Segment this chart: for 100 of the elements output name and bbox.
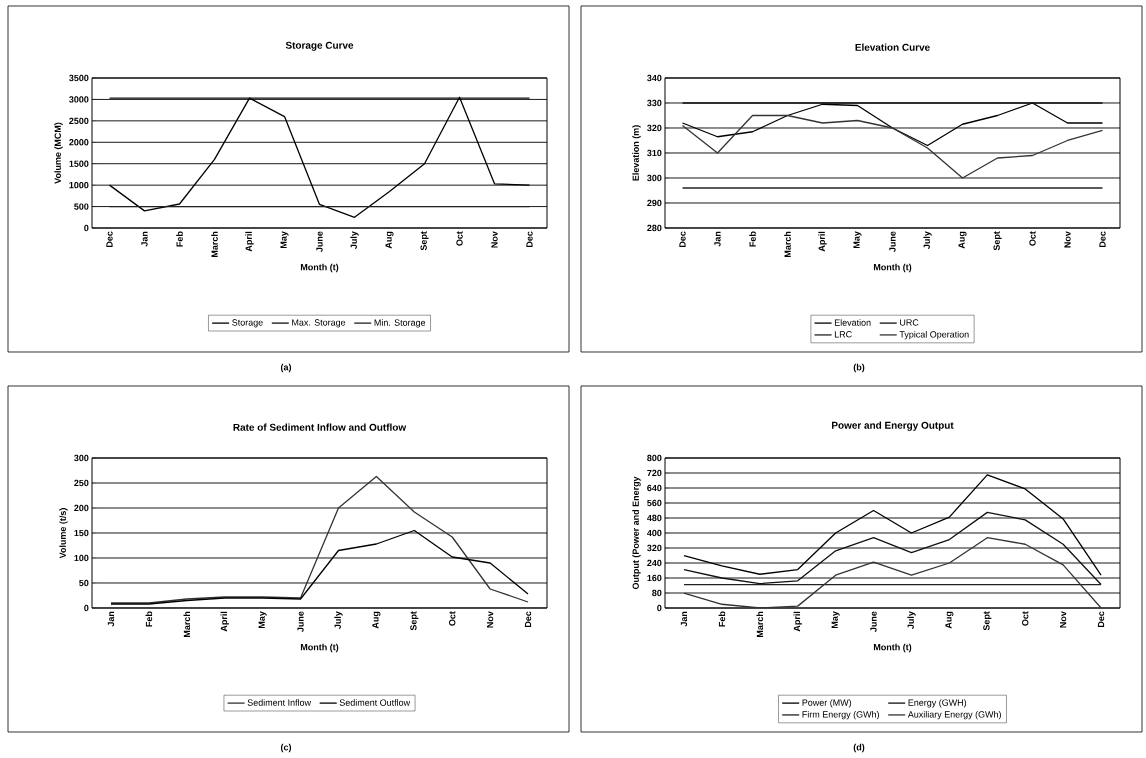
text: (a) <box>280 363 292 373</box>
x-tick-label: April <box>245 231 254 252</box>
x-tick-label: Oct <box>1022 611 1029 626</box>
x-tick-label: Dec <box>1097 611 1105 628</box>
y-tick-label: 500 <box>74 203 89 210</box>
y-tick-label: 280 <box>647 224 662 232</box>
y-tick-label: 3000 <box>69 96 89 103</box>
y-tick-label: 250 <box>74 479 89 487</box>
x-tick-label: March <box>756 611 764 638</box>
y-tick-label: 300 <box>74 454 89 462</box>
text: (c) <box>280 743 292 753</box>
x-tick-label: Jan <box>107 611 115 627</box>
x-tick-label: April <box>220 611 229 632</box>
x-tick-label: Jan <box>141 231 148 247</box>
y-tick-label: 400 <box>647 529 662 537</box>
y-tick-label: 340 <box>647 74 662 82</box>
x-tick-label: Oct <box>449 611 456 626</box>
x-tick-label: Aug <box>385 231 394 249</box>
y-tick-label: 1500 <box>69 160 89 167</box>
x-tick-label: April <box>818 231 827 252</box>
chart-title: Rate of Sediment Inflow and Outflow <box>233 423 407 431</box>
x-tick-label: Sept <box>983 611 992 631</box>
x-tick-label: Feb <box>749 231 756 247</box>
text: (b) <box>853 363 865 373</box>
chart-title: Storage Curve <box>285 41 354 51</box>
x-axis-title: Month (t) <box>873 263 912 273</box>
x-tick-label: March <box>183 611 191 637</box>
legend-label: Max. Storage <box>292 319 346 328</box>
y-tick-label: 290 <box>647 199 662 207</box>
y-tick-label: 2000 <box>69 139 89 146</box>
y-tick-label: 100 <box>74 554 89 562</box>
x-tick-label: May <box>853 231 862 249</box>
x-tick-label: Nov <box>491 231 498 248</box>
x-tick-label: July <box>334 611 343 629</box>
x-axis-title: Month (t) <box>300 263 339 273</box>
chart-title: Elevation Curve <box>855 43 930 51</box>
legend-label: LRC <box>834 331 852 338</box>
y-tick-label: 320 <box>647 124 662 132</box>
x-tick-label: March <box>211 231 218 257</box>
x-tick-label: Dec <box>1099 231 1106 248</box>
x-tick-label: Feb <box>176 231 183 247</box>
x-tick-label: June <box>316 231 323 252</box>
y-tick-label: 0 <box>84 224 89 232</box>
x-tick-label: June <box>297 611 304 632</box>
x-tick-label: March <box>784 231 791 257</box>
legend-label: Typical Operation <box>899 331 969 340</box>
x-tick-label: Dec <box>106 231 113 248</box>
y-tick-label: 320 <box>647 544 662 552</box>
legend-label: Elevation <box>834 319 871 326</box>
y-tick-label: 200 <box>74 504 89 512</box>
x-tick-label: Nov <box>1064 231 1071 248</box>
y-tick-label: 0 <box>657 604 662 612</box>
x-tick-label: Oct <box>1029 231 1036 246</box>
x-tick-label: July <box>923 231 932 249</box>
y-tick-label: 3500 <box>69 74 89 82</box>
y-tick-label: 300 <box>647 174 662 182</box>
y-tick-label: 0 <box>84 604 89 612</box>
y-axis-title: Output (Power and Energy <box>632 476 641 590</box>
legend-label: URC <box>900 319 919 326</box>
y-tick-label: 1000 <box>69 181 89 189</box>
legend-label: Min. Storage <box>374 319 426 328</box>
x-axis-title: Month (t) <box>300 643 339 653</box>
y-axis-title: Volume (MCM) <box>54 122 63 184</box>
y-tick-label: 640 <box>647 484 662 492</box>
x-tick-label: Aug <box>958 231 967 249</box>
y-tick-label: 310 <box>647 149 662 157</box>
x-tick-label: Dec <box>679 231 686 248</box>
x-tick-label: May <box>280 231 289 249</box>
y-tick-label: 160 <box>647 574 662 582</box>
y-tick-label: 560 <box>647 499 662 507</box>
x-tick-label: Feb <box>145 611 153 627</box>
x-tick-label: Dec <box>526 231 533 248</box>
x-tick-label: June <box>889 231 896 252</box>
x-tick-label: Sept <box>993 231 1002 251</box>
legend-label: Sediment Inflow <box>247 699 312 706</box>
x-tick-label: Nov <box>1060 611 1067 628</box>
y-tick-label: 330 <box>647 99 662 107</box>
x-tick-label: Sept <box>420 231 429 251</box>
x-tick-label: May <box>831 611 840 629</box>
legend-label: Sediment Outflow <box>339 699 411 706</box>
x-tick-label: July <box>907 611 916 629</box>
x-axis-title: Month (t) <box>873 643 912 653</box>
legend-label: Auxiliary Energy (GWh) <box>907 711 1001 720</box>
y-tick-label: 800 <box>647 454 662 462</box>
y-tick-label: 720 <box>647 469 662 477</box>
x-tick-label: Jan <box>680 611 688 627</box>
y-tick-label: 2500 <box>69 117 89 125</box>
chart-title: Power and Energy Output <box>832 421 954 431</box>
legend-label: Energy (GWH) <box>908 699 967 708</box>
legend-label: Power (MW) <box>802 699 852 708</box>
text: (d) <box>853 743 865 753</box>
x-tick-label: June <box>870 611 877 632</box>
y-tick-label: 150 <box>74 529 89 537</box>
y-tick-label: 480 <box>647 514 662 522</box>
x-tick-label: May <box>258 611 267 629</box>
x-tick-label: Aug <box>945 611 954 629</box>
y-tick-label: 50 <box>79 579 89 587</box>
x-tick-label: Aug <box>372 611 381 629</box>
y-tick-label: 80 <box>652 589 662 597</box>
x-tick-label: Feb <box>718 611 726 627</box>
